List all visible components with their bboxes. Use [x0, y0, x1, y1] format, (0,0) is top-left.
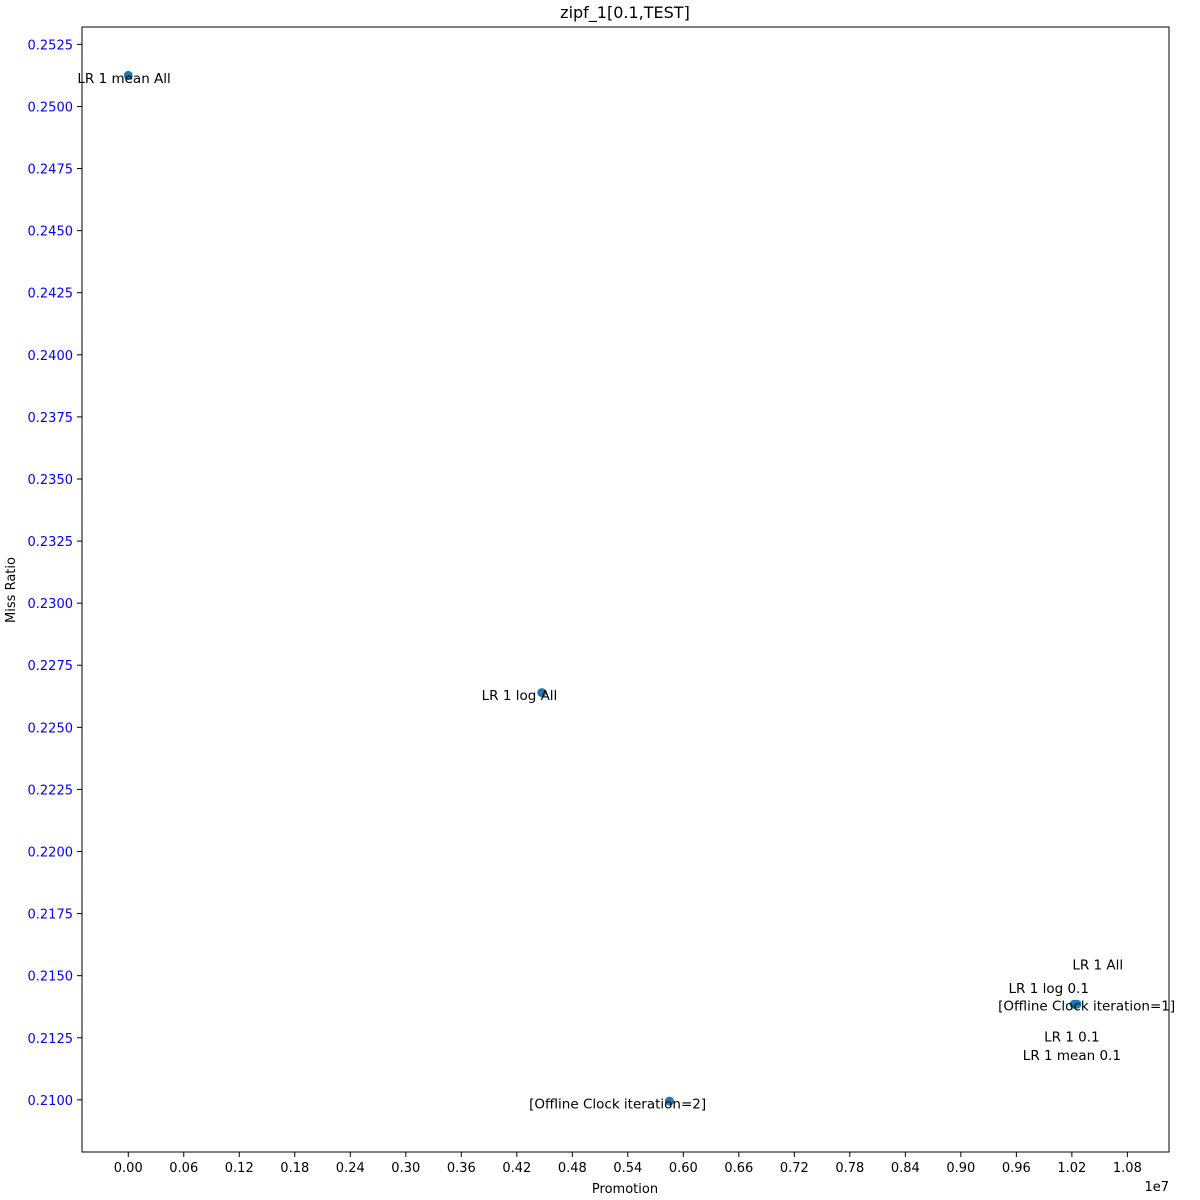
- data-point: [664, 1096, 674, 1106]
- y-tick-label: 0.2350: [28, 473, 74, 488]
- data-points: [123, 70, 1082, 1106]
- y-tick-label: 0.2400: [28, 349, 74, 364]
- point-annotation: [Offline Clock iteration=1]: [998, 998, 1175, 1014]
- x-axis-label: Promotion: [592, 1182, 658, 1197]
- x-tick-label: 0.06: [169, 1161, 198, 1176]
- y-tick-label: 0.2150: [28, 970, 74, 985]
- chart-title: zipf_1[0.1,TEST]: [560, 3, 690, 23]
- x-tick-label: 0.48: [558, 1161, 587, 1176]
- y-tick-label: 0.2375: [28, 411, 74, 426]
- y-axis-label: Miss Ratio: [4, 557, 19, 623]
- x-tick-label: 0.90: [946, 1161, 975, 1176]
- y-tick-label: 0.2200: [28, 846, 74, 861]
- point-annotation: LR 1 mean 0.1: [1023, 1048, 1121, 1064]
- y-tick-label: 0.2250: [28, 721, 74, 736]
- y-tick-label: 0.2125: [28, 1032, 74, 1047]
- x-tick-label: 0.54: [613, 1161, 642, 1176]
- y-tick-label: 0.2175: [28, 908, 74, 923]
- x-tick-label: 0.84: [891, 1161, 920, 1176]
- x-tick-label: 0.36: [447, 1161, 476, 1176]
- x-tick-label: 0.12: [225, 1161, 254, 1176]
- y-tick-label: 0.2500: [28, 100, 74, 115]
- x-tick-label: 0.18: [280, 1161, 309, 1176]
- x-tick-label: 0.00: [114, 1161, 143, 1176]
- y-tick-label: 0.2100: [28, 1094, 74, 1109]
- y-tick-label: 0.2525: [28, 38, 74, 53]
- data-point: [1072, 999, 1082, 1009]
- y-tick-label: 0.2425: [28, 287, 74, 302]
- x-tick-label: 0.96: [1002, 1161, 1031, 1176]
- x-axis-ticks: 0.00 0.06 0.12 0.18 0.24 0.30 0.36 0.42 0.48 0.54…: [114, 1152, 1142, 1176]
- x-axis-offset-text: 1e7: [1144, 1180, 1169, 1195]
- x-tick-label: 0.24: [336, 1161, 365, 1176]
- point-annotation: LR 1 log All: [482, 688, 558, 704]
- y-tick-label: 0.2475: [28, 163, 74, 178]
- y-tick-label: 0.2325: [28, 535, 74, 550]
- x-tick-label: 0.60: [669, 1161, 698, 1176]
- point-annotation: LR 1 mean All: [77, 71, 170, 87]
- x-tick-label: 1.02: [1057, 1161, 1086, 1176]
- point-annotation: LR 1 log 0.1: [1009, 981, 1089, 997]
- x-tick-label: 0.30: [391, 1161, 420, 1176]
- plot-frame: [81, 26, 1170, 1153]
- x-tick-label: 1.08: [1113, 1161, 1142, 1176]
- y-tick-label: 0.2450: [28, 225, 74, 240]
- y-tick-label: 0.2275: [28, 659, 74, 674]
- point-annotation: LR 1 0.1: [1044, 1029, 1100, 1045]
- y-tick-label: 0.2225: [28, 783, 74, 798]
- x-tick-label: 0.78: [835, 1161, 864, 1176]
- data-point: [123, 70, 133, 80]
- y-axis-ticks: 0.2100 0.2125 0.2150 0.2175 0.2200 0.2225 0.22…: [28, 38, 82, 1109]
- x-tick-label: 0.66: [724, 1161, 753, 1176]
- point-annotations: LR 1 mean All LR 1 log All [Offline Clock …: [77, 71, 1175, 1113]
- point-annotation: [Offline Clock iteration=2]: [529, 1097, 706, 1113]
- point-annotation: LR 1 All: [1072, 957, 1123, 973]
- x-tick-label: 0.42: [502, 1161, 531, 1176]
- data-point: [537, 688, 547, 698]
- x-tick-label: 0.72: [780, 1161, 809, 1176]
- y-tick-label: 0.2300: [28, 597, 74, 612]
